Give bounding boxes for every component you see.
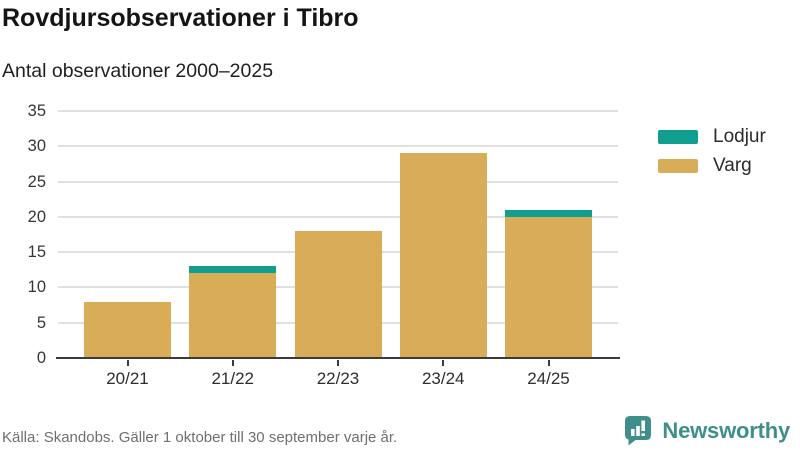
x-axis-label: 21/22 xyxy=(211,369,255,388)
bar-segment-varg xyxy=(505,216,592,358)
gridline-30 xyxy=(58,145,618,148)
x-tick-mark xyxy=(442,359,445,366)
chart-subtitle: Antal observationer 2000–2025 xyxy=(2,60,274,82)
tick-cell xyxy=(84,359,171,366)
legend: Lodjur Varg xyxy=(658,126,766,185)
y-axis-label: 20 xyxy=(27,207,46,226)
y-axis-label: 25 xyxy=(27,172,46,191)
lodjur-swatch xyxy=(658,130,698,144)
tick-cell xyxy=(189,359,276,366)
y-axis-labels: 0 5 10 15 20 25 30 35 xyxy=(0,102,46,367)
y-axis-label: 30 xyxy=(27,137,46,156)
bar-segment-varg xyxy=(399,153,487,358)
x-axis-label: 23/24 xyxy=(421,369,465,388)
y-axis-label: 5 xyxy=(36,313,46,332)
bar-20/21 xyxy=(84,111,171,358)
x-axis-label: 24/25 xyxy=(527,369,570,388)
bar-24/25 xyxy=(505,111,592,358)
y-axis-label: 15 xyxy=(27,243,46,262)
tick-cell xyxy=(505,359,592,366)
bar-21/22 xyxy=(189,111,277,358)
legend-label: Varg xyxy=(713,155,752,176)
y-axis-label: 10 xyxy=(27,278,46,297)
bar-segment-varg xyxy=(294,230,382,358)
bar-segment-varg xyxy=(84,301,171,358)
tick-cell xyxy=(400,359,487,366)
source-note: Källa: Skandobs. Gäller 1 oktober till 3… xyxy=(2,429,398,446)
brand-name: Newsworthy xyxy=(662,417,790,443)
plot-area xyxy=(56,110,620,359)
x-tick-mark xyxy=(231,359,234,366)
tick-cell xyxy=(295,359,382,366)
varg-swatch xyxy=(658,159,698,173)
x-tick-mark xyxy=(337,359,339,366)
x-axis-ticks xyxy=(58,359,618,366)
gridline-20 xyxy=(58,215,618,218)
legend-label: Lodjur xyxy=(713,126,766,147)
x-tick-mark xyxy=(126,359,129,366)
page-title: Rovdjursobservationer i Tibro xyxy=(2,4,359,32)
bars xyxy=(58,111,618,358)
gridline-35 xyxy=(58,110,618,112)
bar-23/24 xyxy=(399,111,487,358)
x-axis-label: 22/23 xyxy=(316,369,360,388)
x-axis-labels: 20/21 21/22 22/23 23/24 24/25 xyxy=(58,369,618,389)
x-axis-line xyxy=(56,356,620,359)
newsworthy-icon xyxy=(625,416,652,446)
bar-segment-lodjur xyxy=(505,209,592,217)
newsworthy-logo: Newsworthy xyxy=(622,415,790,446)
y-axis-label: 35 xyxy=(27,102,46,120)
x-tick-mark xyxy=(547,359,550,366)
legend-item-lodjur: Lodjur xyxy=(658,126,766,147)
legend-item-varg: Varg xyxy=(658,155,766,176)
gridline-25 xyxy=(58,180,618,183)
x-axis-label: 20/21 xyxy=(106,369,149,388)
y-axis-label: 0 xyxy=(36,349,46,367)
bar-segment-lodjur xyxy=(189,266,277,274)
bar-segment-varg xyxy=(189,273,277,358)
bar-22/23 xyxy=(294,111,382,358)
